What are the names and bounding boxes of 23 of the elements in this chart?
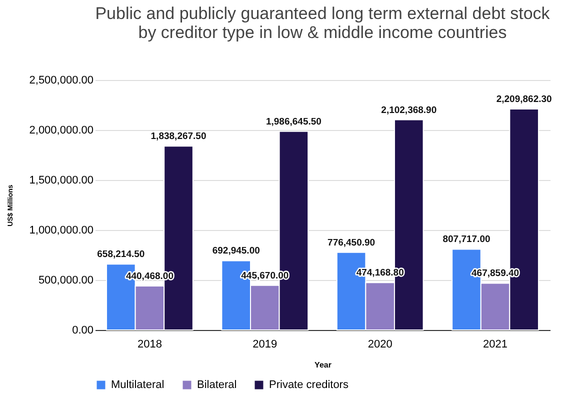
data-label: 658,214.50: [97, 249, 145, 260]
data-label: 807,717.00: [442, 234, 490, 246]
legend-label: Private creditors: [269, 379, 349, 391]
y-tick-label: 1,500,000.00: [29, 174, 94, 186]
x-tick-label: 2018: [137, 338, 162, 350]
x-axis-title: Year: [314, 360, 332, 370]
data-label: 1,838,267.50: [150, 131, 206, 142]
legend-label: Bilateral: [197, 379, 237, 391]
data-label: 776,450.90: [328, 237, 376, 248]
y-tick-label: 2,500,000.00: [29, 74, 94, 86]
y-tick-label: 1,000,000.00: [29, 224, 94, 236]
data-label: 2,209,862.30: [496, 94, 552, 106]
x-tick-label: 2019: [252, 338, 278, 350]
x-tick-label: 2021: [483, 338, 508, 350]
legend-label: Multilateral: [111, 379, 164, 391]
data-label: 2,102,368.90: [381, 104, 437, 116]
x-tick-label: 2020: [368, 338, 392, 350]
y-tick-label: 2,000,000.00: [29, 124, 94, 136]
y-tick-label: 0.00: [72, 324, 94, 336]
chart-title: Public and publicly guaranteed long term external debt stock by creditor type in low & middle income countries: [95, 4, 550, 42]
data-label: 692,945.00: [212, 246, 260, 257]
y-tick-label: 500,000.00: [38, 274, 94, 286]
data-label: 1,986,645.50: [266, 116, 322, 128]
